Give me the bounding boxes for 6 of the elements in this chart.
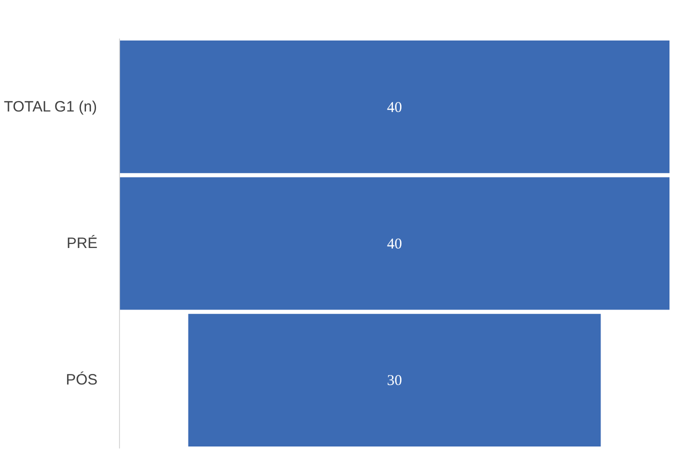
- data-label: 30: [387, 373, 402, 390]
- category-label: TOTAL G1 (n): [4, 98, 97, 116]
- category-label: PÓS: [66, 370, 98, 389]
- data-label: 40: [387, 100, 402, 116]
- data-label: 40: [387, 236, 402, 252]
- category-label: PRÉ: [66, 234, 98, 252]
